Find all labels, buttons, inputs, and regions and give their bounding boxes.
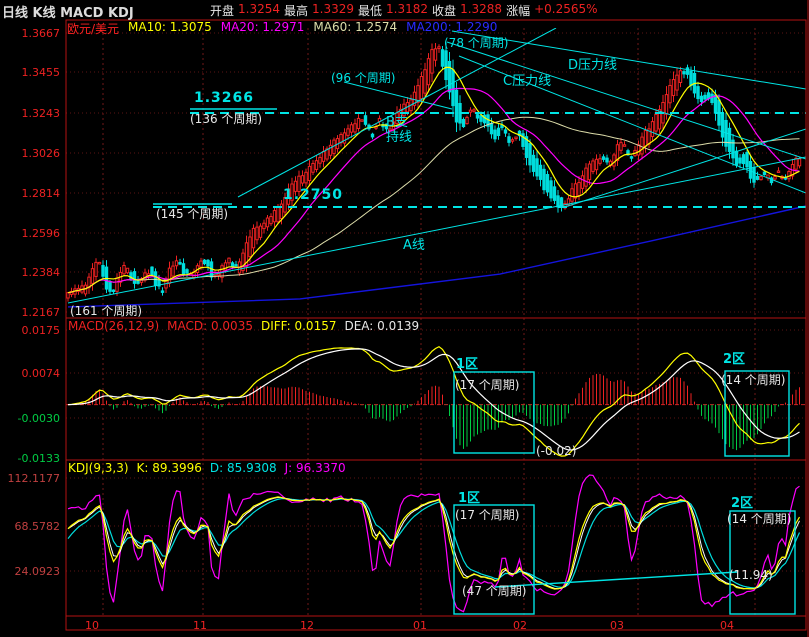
kdj-zone1-period: (17 个周期) [455,508,520,522]
kdj-axis-label: 68.5782 [14,520,61,533]
trendlines[interactable] [67,28,806,304]
kdj-axis-label: 112.1177 [7,472,61,485]
ma60-legend: MA60: 1.2574 [313,20,398,34]
macd-low-note: (-0.02) [536,444,577,458]
main-price-panel [66,42,806,308]
support-period-label: (145 个周期) [156,207,229,221]
open-label: 开盘 [210,4,235,18]
ma10-line [67,66,800,294]
dea-value: DEA: 0.0139 [344,319,420,333]
price-axis-label: 1.3455 [21,66,61,79]
month-tick: 03 [610,619,624,632]
price-axis-label: 1.2384 [21,266,61,279]
month-tick: 12 [300,619,314,632]
symbol-name[interactable]: 欧元/美元 [67,22,120,36]
month-tick: 10 [85,619,99,632]
line-d-label: D压力线 [568,58,618,73]
kdj-name: KDJ(9,3,3) [68,461,129,475]
macd-name: MACD(26,12,9) [68,319,160,333]
close-label: 收盘 [432,4,457,18]
resistance-period-label: (136 个周期) [190,112,263,126]
kdj-header: KDJ(9,3,3) K: 89.3996 D: 85.9308 J: 96.3… [68,461,346,475]
open-value: 1.3254 [238,2,281,16]
month-tick: 04 [720,619,734,632]
kdj-bottom-period: (47 个周期) [462,584,527,598]
macd-zone2-period: (14 个周期) [721,373,786,387]
kdj-axis-label: 24.0923 [14,565,61,578]
price-axis-label: 1.3243 [21,107,61,120]
macd-value: MACD: 0.0035 [167,319,253,333]
ma20-legend: MA20: 1.2971 [220,20,305,34]
low-label: 最低 [358,4,383,18]
diff-line [67,345,800,457]
resistance-level-label: 1.3266 [194,90,255,106]
kdj-zone2-period: (14 个周期) [727,512,792,526]
quote-bar: 开盘 1.3254 最高 1.3329 最低 1.3182 收盘 1.3288 … [210,2,598,19]
close-value: 1.3288 [460,2,503,16]
diff-value: DIFF: 0.0157 [260,319,337,333]
ma200-legend: MA200: 1.2290 [406,20,498,34]
ma10-legend: MA10: 1.3075 [128,20,212,34]
high-value: 1.3329 [312,2,355,16]
macd-zone2-label: 2区 [723,352,746,367]
k-line [67,496,801,590]
macd-zone1-label: 1区 [456,357,479,372]
line-a-label: A线 [403,238,425,253]
j-line [67,474,800,613]
macd-header: MACD(26,12,9) MACD: 0.0035 DIFF: 0.0157 … [68,319,419,333]
period-indicator-menu[interactable]: 日线 K线 MACD KDJ [2,6,134,21]
kdj-low-note: (11.94) [729,568,773,582]
d-value: D: 85.9308 [209,461,277,475]
line-c-label: C压力线 [503,74,552,89]
zone-boxes[interactable] [453,370,796,615]
macd-axis-label: -0.0030 [17,412,60,425]
low-value: 1.3182 [386,2,429,16]
price-axis-label: 1.2814 [21,187,61,200]
k-value: K: 89.3996 [136,461,202,475]
dec-period-label: (96 个周期) [331,71,396,85]
change-label: 涨幅 [506,4,531,18]
start-period-label: (161 个周期) [70,304,143,318]
ma200-line [67,205,806,308]
high-label: 最高 [284,4,309,18]
gridlines [66,28,806,616]
change-value: +0.2565% [534,2,598,16]
kdj-zone1-label: 1区 [458,491,481,506]
symbol-ma-legend: 欧元/美元 MA10: 1.3075 MA20: 1.2971 MA60: 1.… [67,20,497,37]
ma20-line [67,87,800,294]
dea-line [67,348,800,451]
support-level-label: 1.2750 [283,187,344,203]
price-axis-label: 1.3667 [21,27,61,40]
month-tick: 11 [193,619,207,632]
macd-axis-label: -0.0133 [17,452,60,465]
price-axis-label: 1.2596 [21,227,61,240]
month-tick: 01 [413,619,427,632]
ma60-line [67,116,800,294]
macd-axis-label: 0.0074 [21,367,61,380]
macd-axis-label: 0.0175 [21,324,61,337]
j-value: J: 96.3370 [284,461,346,475]
macd-panel [67,345,800,457]
kdj-trendline [494,571,738,588]
kdj-zone2-label: 2区 [731,496,754,511]
macd-zone1-period: (17 个周期) [455,378,520,392]
price-axis-label: 1.2167 [21,306,61,319]
kdj-panel [67,474,801,613]
month-tick: 02 [513,619,527,632]
peak-period-label: (78 个周期) [444,36,509,50]
line-b-label: B支持线 [386,115,413,145]
price-axis-label: 1.3026 [21,147,61,160]
panel-frame [65,0,809,637]
